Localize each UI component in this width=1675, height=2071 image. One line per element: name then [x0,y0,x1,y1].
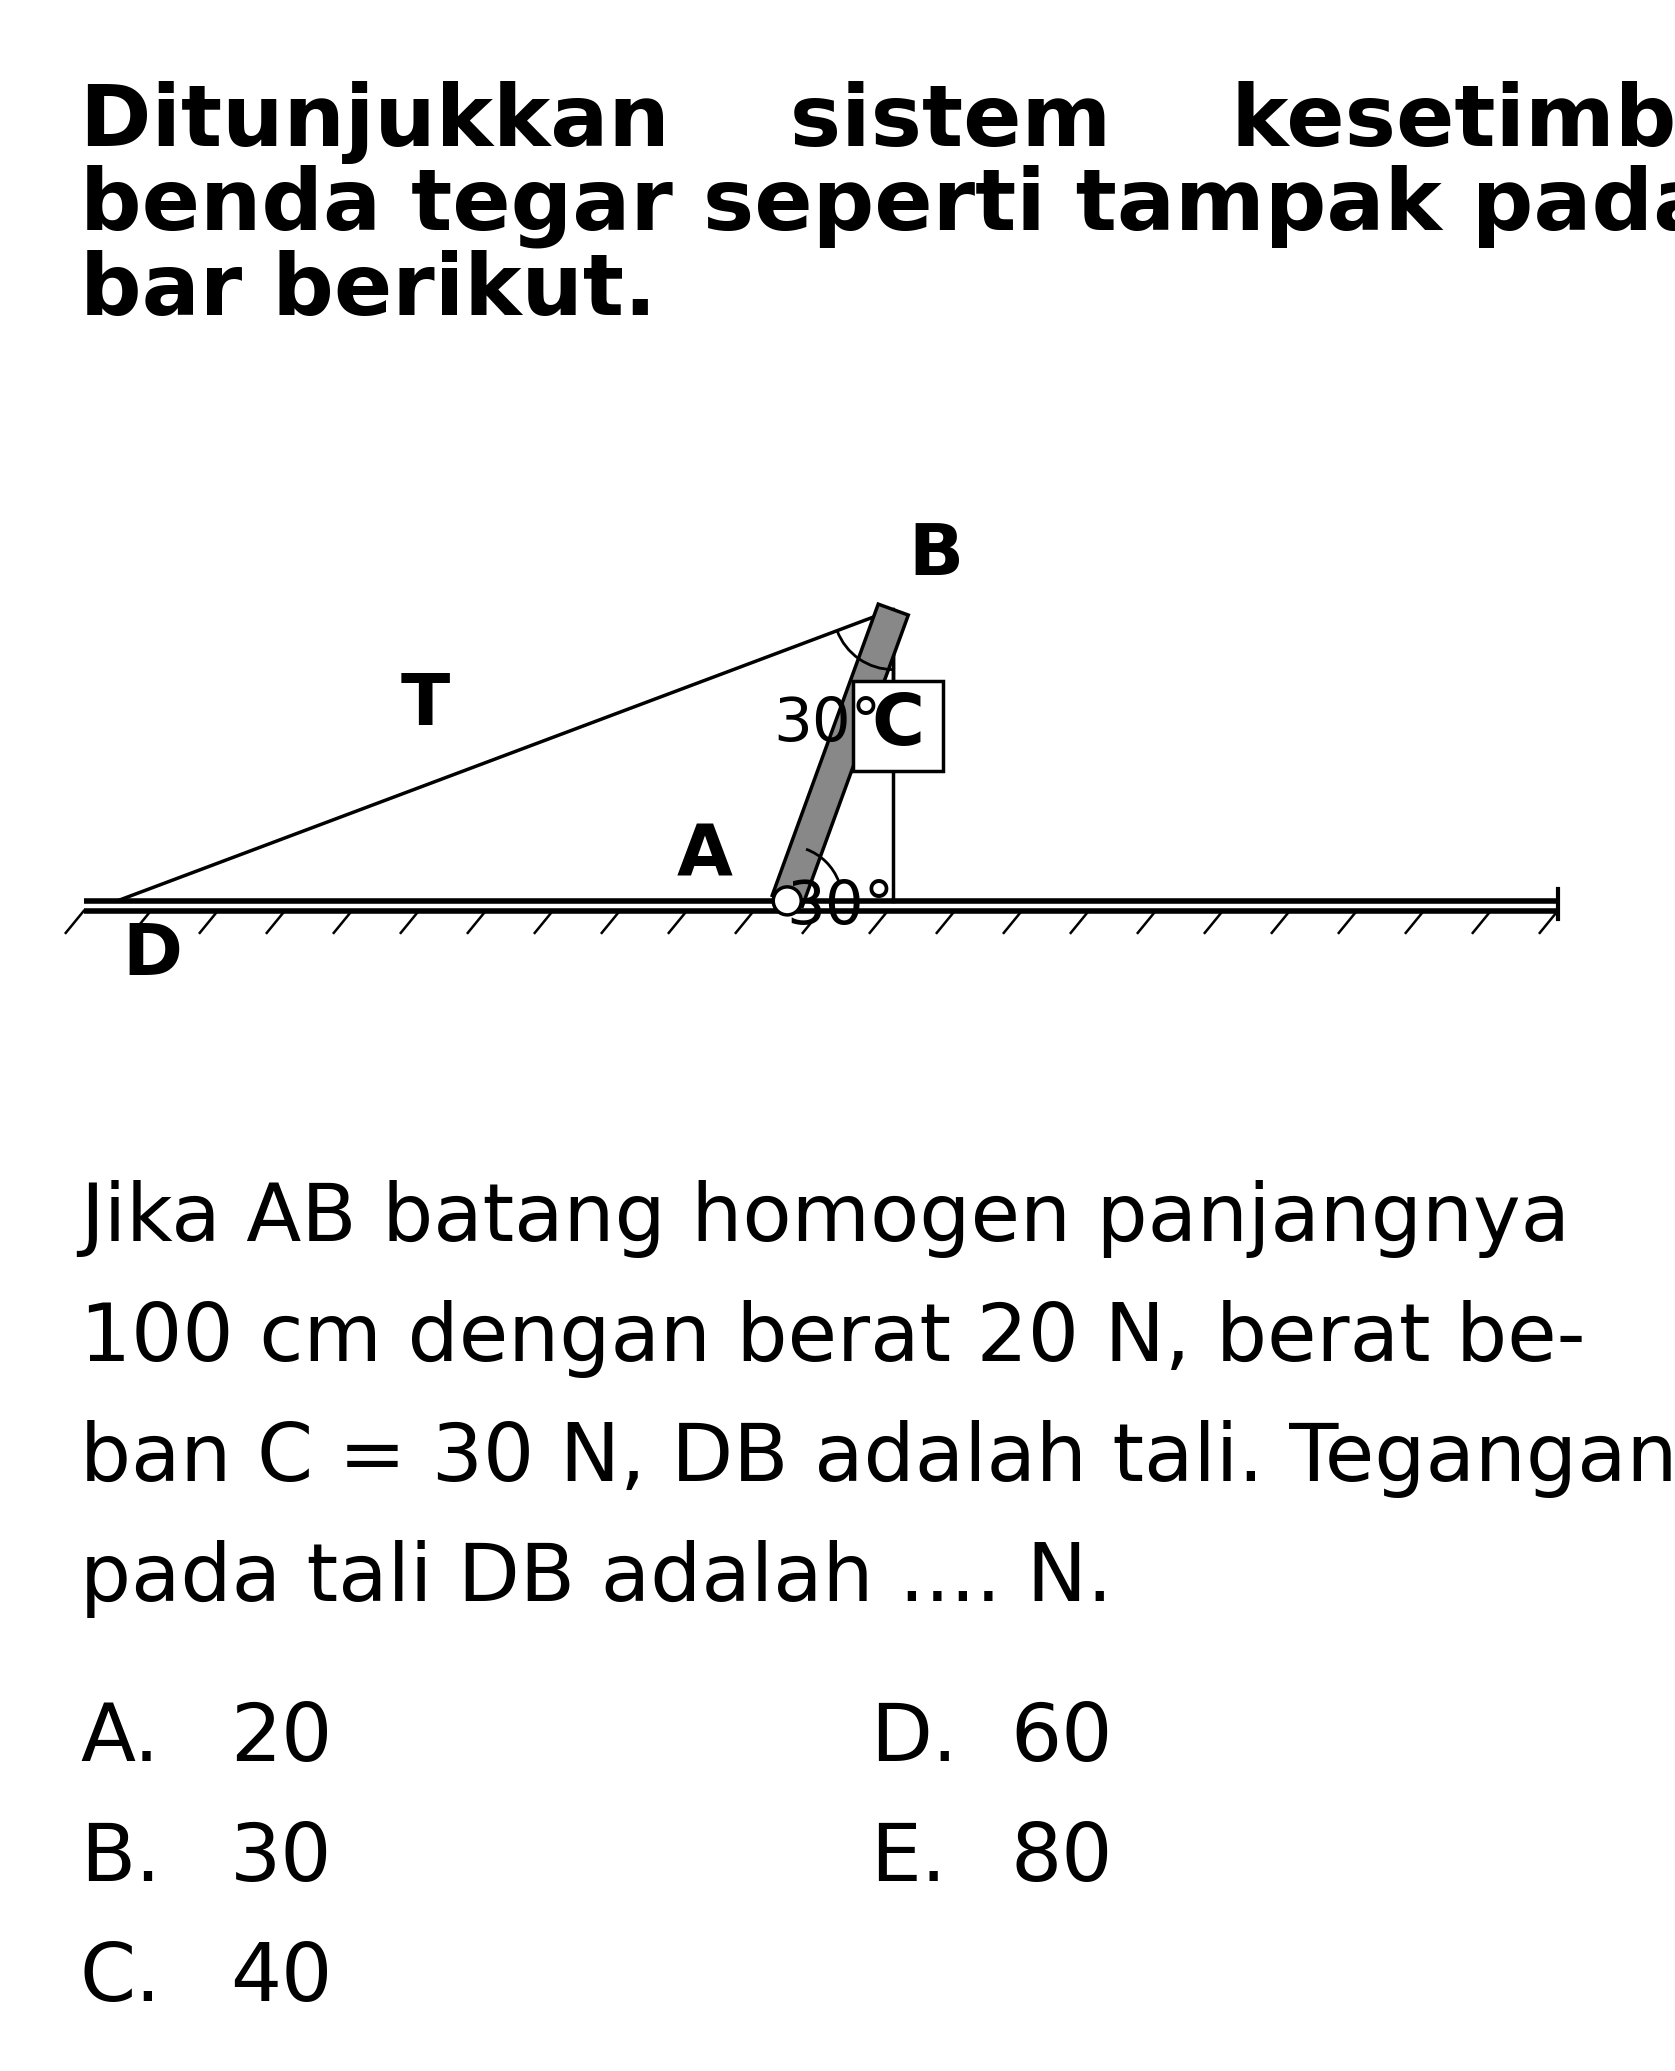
Text: E.: E. [869,1820,946,1897]
Text: pada tali DB adalah .... N.: pada tali DB adalah .... N. [80,1541,1112,1617]
Text: bar berikut.: bar berikut. [80,251,657,333]
Text: D.: D. [869,1700,958,1779]
Bar [853,681,943,770]
Polygon shape [772,605,908,907]
Text: 30°: 30° [786,878,894,936]
Text: 40: 40 [229,1941,332,2017]
Text: C.: C. [80,1941,161,2017]
Text: A.: A. [80,1700,159,1779]
Text: B: B [908,520,963,590]
Text: A: A [677,822,732,891]
Text: 80: 80 [1010,1820,1112,1897]
Text: T: T [400,671,451,739]
Text: 30°: 30° [774,696,881,754]
Text: B.: B. [80,1820,161,1897]
Text: C: C [871,692,925,760]
Text: benda tegar seperti tampak pada gam-: benda tegar seperti tampak pada gam- [80,166,1675,249]
Text: Ditunjukkan    sistem    kesetimbangan: Ditunjukkan sistem kesetimbangan [80,81,1675,164]
Text: D: D [122,922,183,990]
Text: 60: 60 [1010,1700,1112,1779]
Circle shape [774,886,801,915]
Text: 100 cm dengan berat 20 N, berat be-: 100 cm dengan berat 20 N, berat be- [80,1301,1586,1377]
Text: 30: 30 [229,1820,333,1897]
Text: ban C = 30 N, DB adalah tali. Tegangan: ban C = 30 N, DB adalah tali. Tegangan [80,1421,1675,1497]
Text: Jika AB batang homogen panjangnya: Jika AB batang homogen panjangnya [80,1180,1569,1257]
Text: 20: 20 [229,1700,332,1779]
